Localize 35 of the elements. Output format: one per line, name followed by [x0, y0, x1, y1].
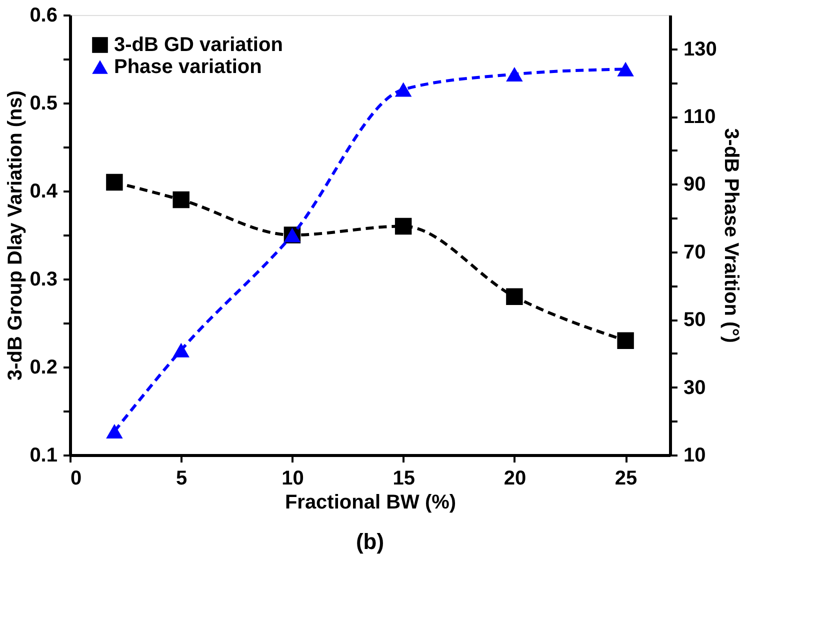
x-tick-label: 10: [282, 468, 304, 490]
legend-label: Phase variation: [114, 56, 262, 78]
y2-tick-label: 90: [684, 174, 706, 196]
y-tick-label: 0.1: [30, 444, 58, 466]
y2-tick-label: 110: [684, 106, 716, 128]
y2-tick-label: 10: [684, 444, 706, 466]
y-tick-label: 0.2: [30, 356, 58, 378]
y2-tick-label: 70: [684, 241, 706, 264]
legend-label: 3-dB GD variation: [114, 34, 283, 56]
x-tick-label: 20: [504, 468, 526, 490]
y2-tick-label: 30: [684, 376, 706, 399]
point: [506, 66, 523, 82]
y-axis-title: 3-dB Group Dlay Variation (ns): [4, 90, 27, 381]
y-tick-label: 0.6: [30, 4, 58, 26]
y-tick-label: 0.5: [30, 92, 58, 114]
point: [106, 174, 123, 191]
text: (b): [356, 529, 384, 554]
x-tick-label: 0: [70, 468, 82, 490]
point: [394, 218, 412, 235]
y2-tick-label: 130: [684, 38, 717, 60]
x-tick-label: 25: [614, 468, 638, 490]
point: [617, 332, 634, 349]
point: [617, 62, 634, 76]
y2-tick-label: 50: [684, 309, 706, 332]
point: [172, 342, 190, 358]
y-tick-label: 0.4: [30, 180, 58, 202]
point: [106, 424, 123, 439]
point: [172, 191, 190, 208]
x-tick-label: 5: [176, 468, 188, 490]
y2-axis-title: 3-dB Phase Vraition (°): [720, 128, 742, 343]
point: [394, 82, 412, 97]
y-tick-label: 0.3: [30, 268, 58, 290]
x-tick-label: 15: [392, 468, 415, 490]
x-axis-title: Fractional BW (%): [284, 492, 456, 514]
point: [506, 288, 523, 305]
